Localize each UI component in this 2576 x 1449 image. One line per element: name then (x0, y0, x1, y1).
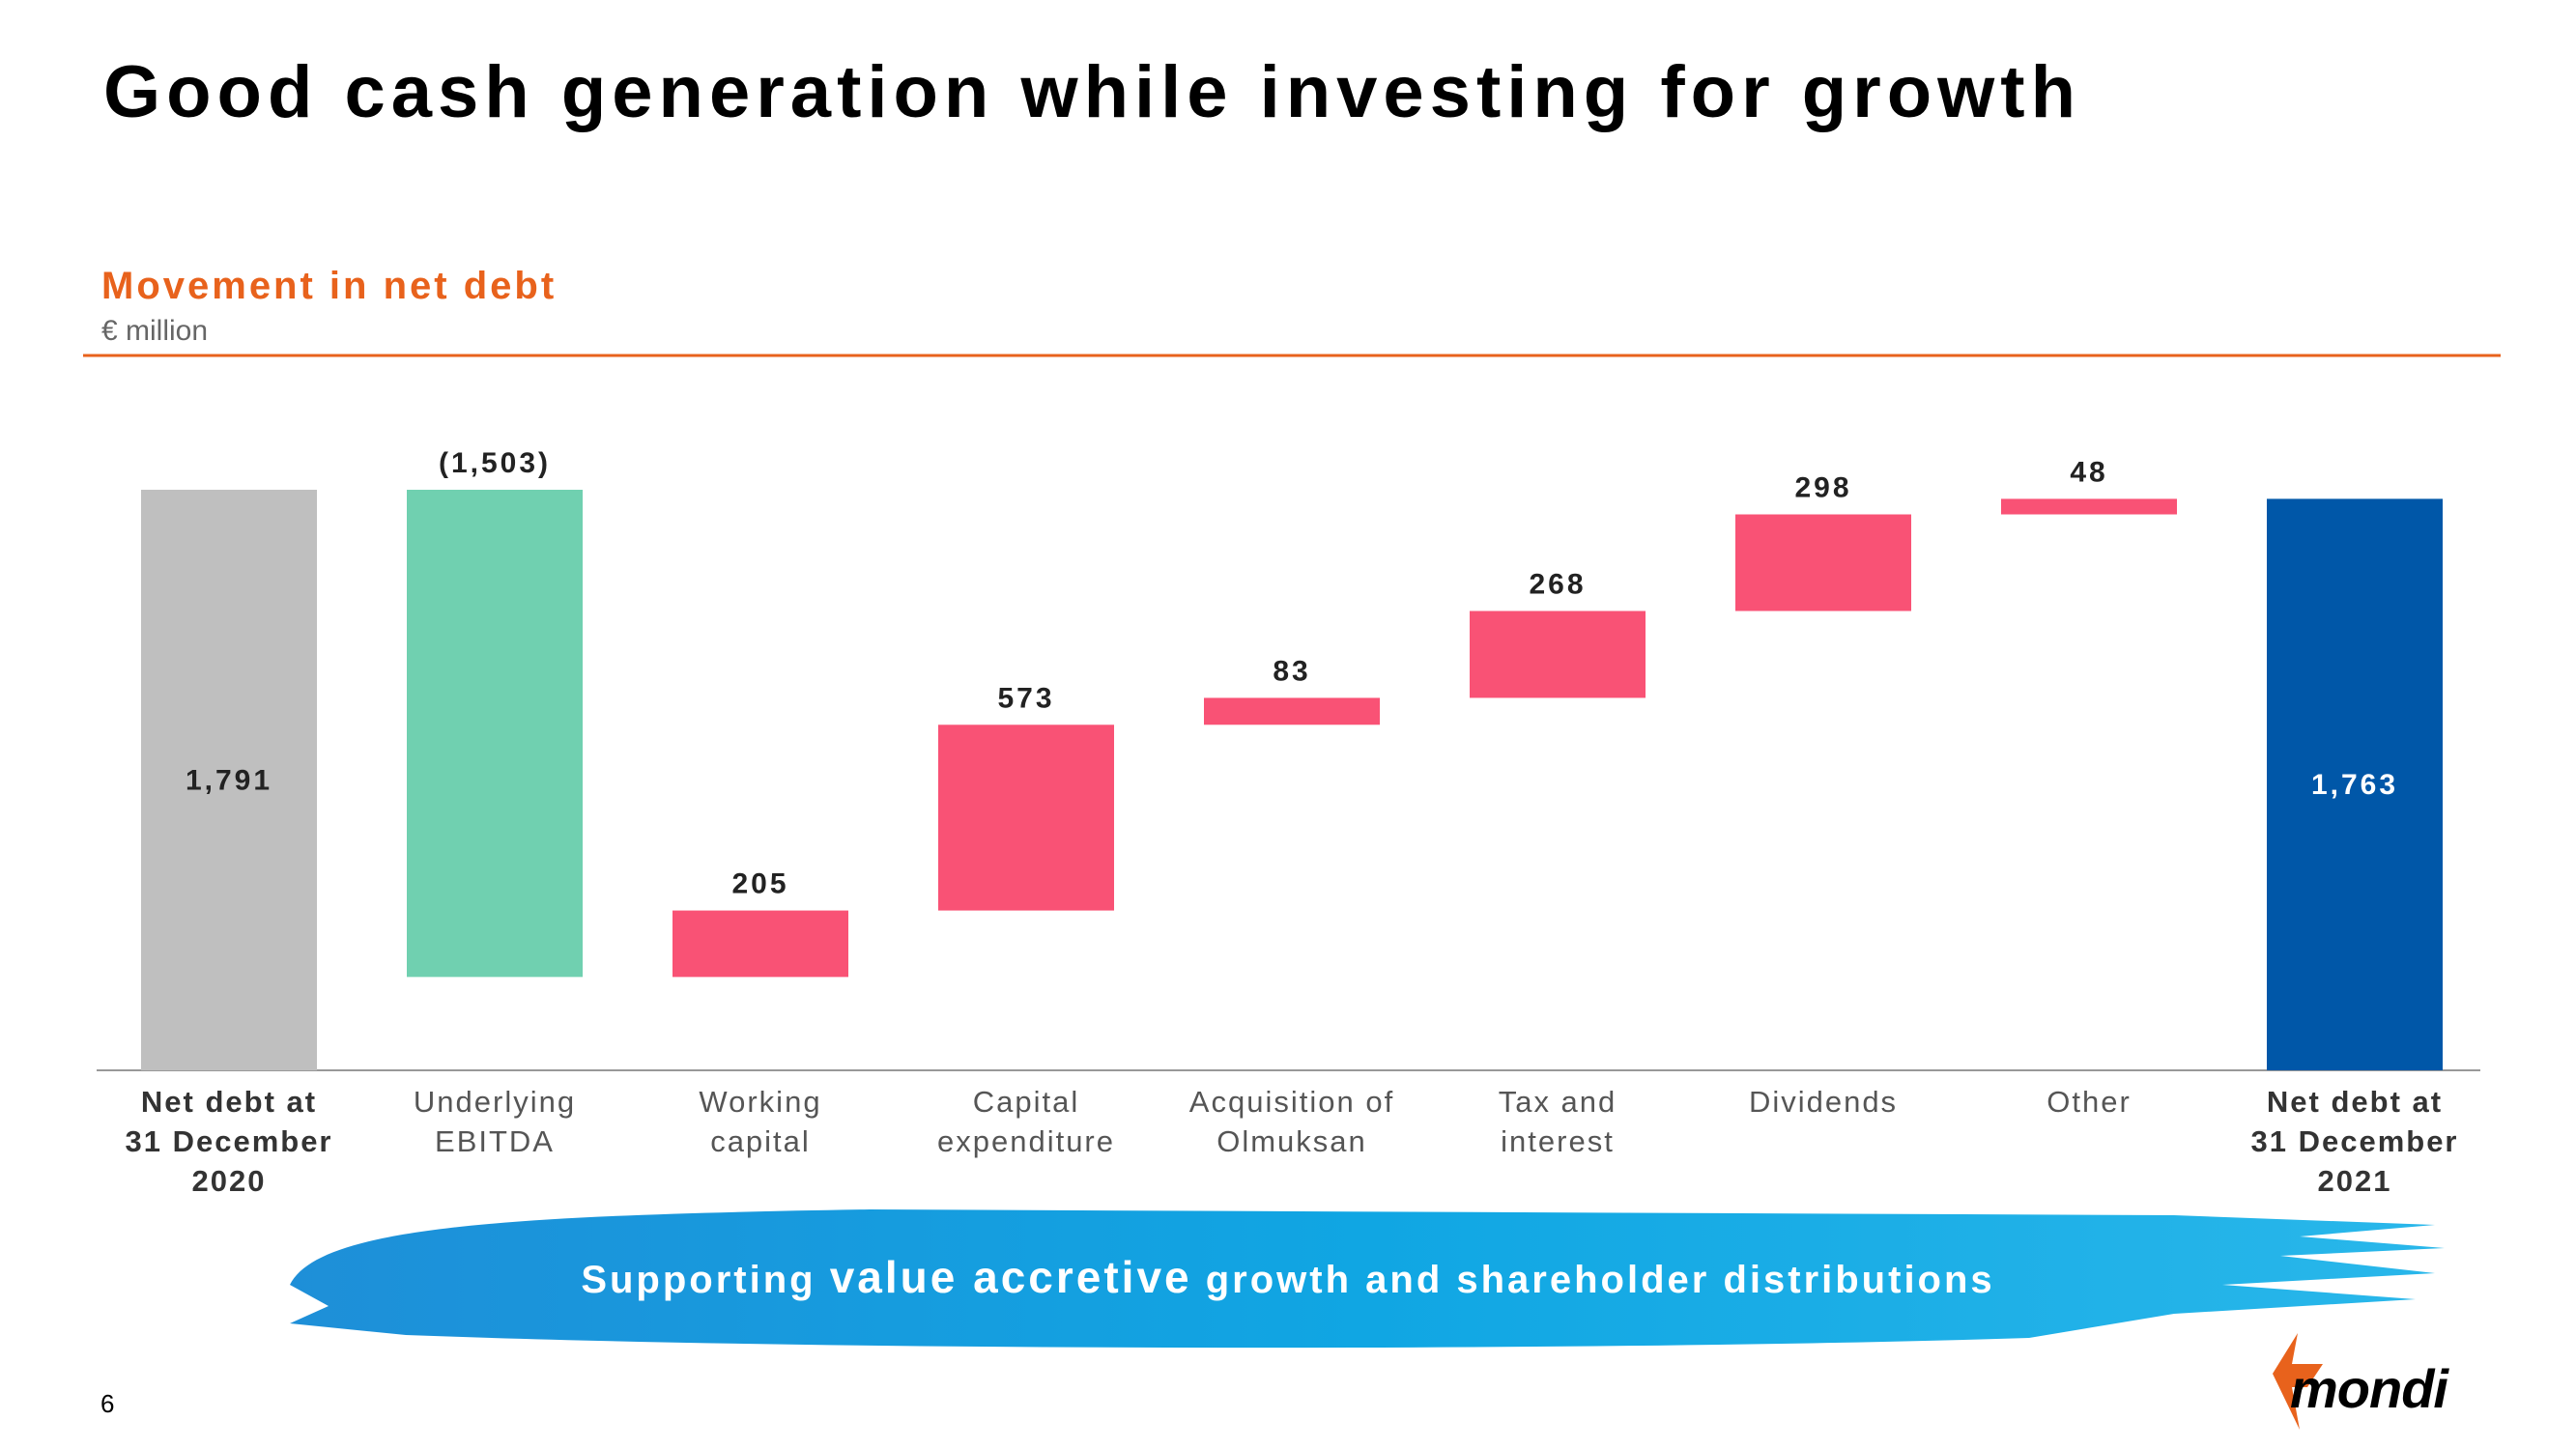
value-label: 48 (2070, 456, 2107, 488)
bar (1735, 514, 1911, 611)
bar (1204, 697, 1380, 725)
unit-label: € million (101, 315, 209, 347)
category-label: Working capital (699, 1085, 822, 1158)
banner-part: growth and shareholder distributions (1191, 1259, 1995, 1301)
banner-text: Supporting value accretive growth and sh… (0, 1251, 2576, 1303)
title: Good cash generation while investing for… (103, 51, 2082, 133)
value-label: 298 (1794, 472, 1851, 504)
category-label: Other (2046, 1085, 2132, 1119)
category-label: Net debt at 31 December 2020 (125, 1085, 333, 1198)
bar (1470, 611, 1646, 698)
banner-part: Supporting (581, 1259, 830, 1301)
category-label: Tax and interest (1498, 1085, 1617, 1158)
category-label: Acquisition of Olmuksan (1188, 1085, 1395, 1158)
value-label: 573 (997, 682, 1054, 714)
logo: mondi (2290, 1358, 2448, 1419)
bar (141, 490, 317, 1070)
category-label: Dividends (1748, 1085, 1899, 1119)
bar (938, 724, 1114, 911)
value-label: 83 (1273, 655, 1310, 687)
value-label: 205 (731, 868, 788, 900)
value-label: 268 (1529, 569, 1586, 601)
bar (2001, 498, 2177, 515)
category-label: Capital expenditure (936, 1085, 1115, 1158)
banner-part: value accretive (829, 1252, 1192, 1302)
bar (673, 910, 848, 978)
page-number: 6 (100, 1389, 115, 1418)
value-label: 1,763 (2311, 769, 2398, 801)
value-label: 1,791 (186, 765, 272, 797)
logo-mark (2273, 1333, 2323, 1430)
category-label: Net debt at 31 December 2021 (2250, 1085, 2459, 1198)
bar (2267, 498, 2443, 1070)
brush-banner (290, 1209, 2445, 1349)
value-label: (1,503) (439, 447, 551, 479)
chart-title: Movement in net debt (101, 265, 558, 307)
category-label: Underlying EBITDA (413, 1085, 577, 1158)
bar (407, 490, 583, 978)
